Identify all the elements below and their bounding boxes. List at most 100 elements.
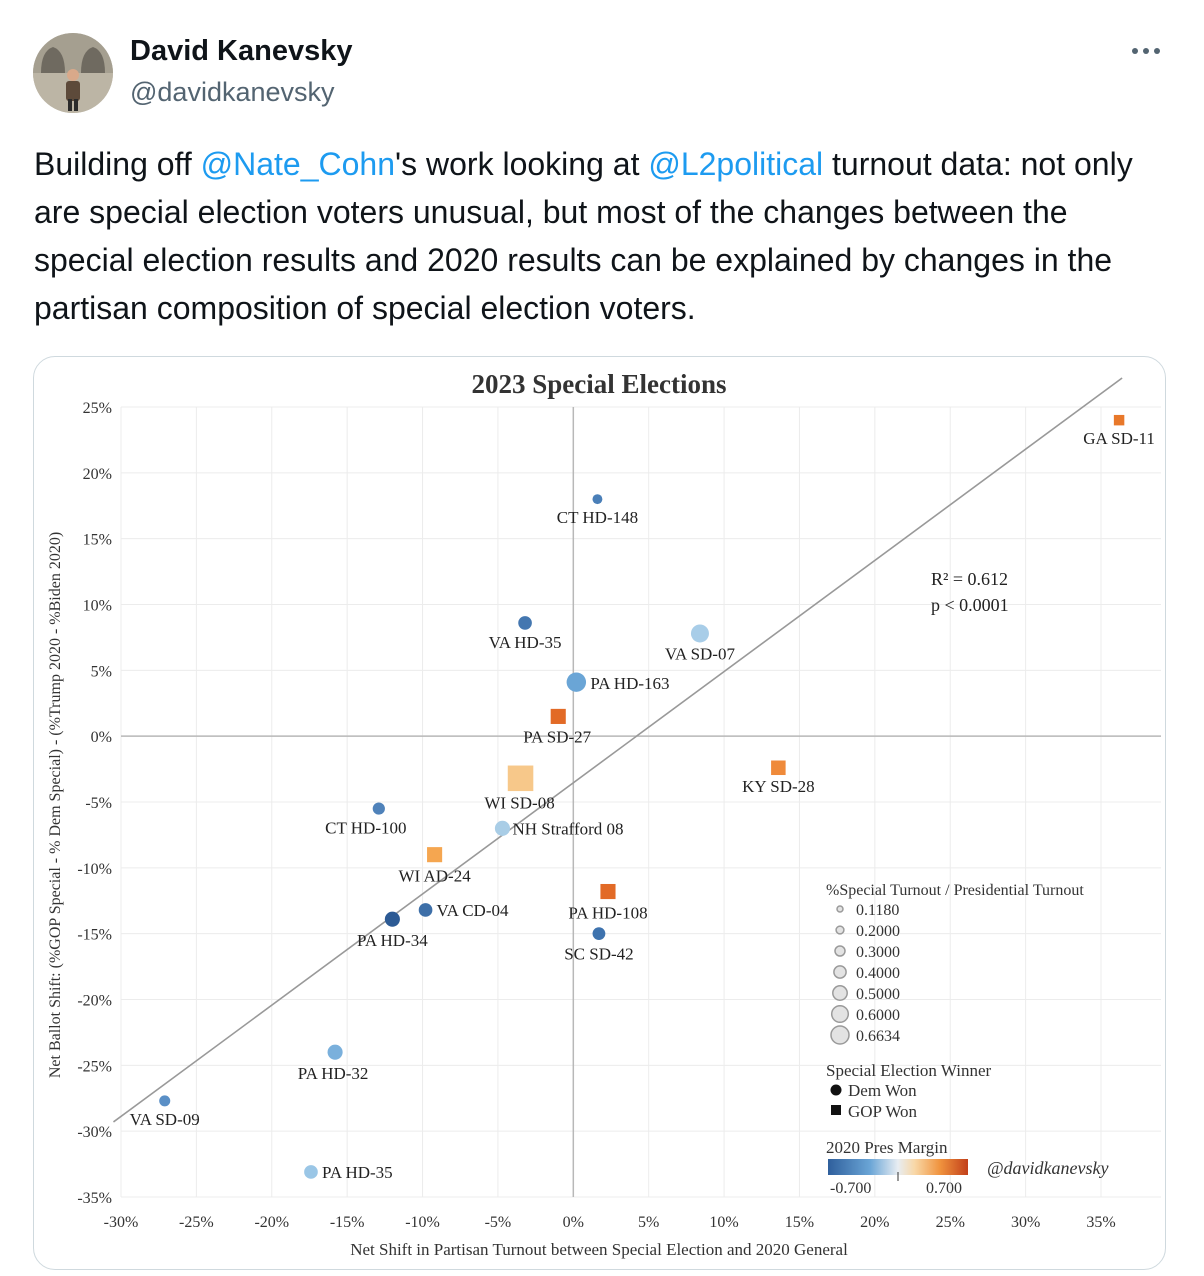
p-value-label: p < 0.0001 <box>931 595 1009 615</box>
data-point-gop <box>771 760 786 776</box>
legend-winner-title: Special Election Winner <box>826 1061 992 1080</box>
data-point-label: PA SD-27 <box>523 727 591 746</box>
data-point-label: SC SD-42 <box>564 945 633 964</box>
y-tick-label: -15% <box>77 927 112 944</box>
data-point-label: VA CD-04 <box>437 901 509 920</box>
y-tick-label: 10% <box>83 598 112 615</box>
mention-nate-cohn[interactable]: @Nate_Cohn <box>200 146 396 182</box>
legend-size-marker <box>835 925 845 935</box>
y-tick-label: 0% <box>91 729 112 746</box>
data-point-dem <box>592 494 603 505</box>
tweet-text-part: turnout data: not only are special elect… <box>34 146 1133 326</box>
more-horizontal-icon <box>1132 48 1160 54</box>
data-point-dem <box>566 672 587 692</box>
data-point-gop <box>1113 414 1125 426</box>
data-point-label: PA HD-108 <box>568 904 647 923</box>
y-tick-label: 5% <box>91 663 112 680</box>
data-point-label: KY SD-28 <box>742 777 815 796</box>
avatar-photo <box>33 33 113 113</box>
legend-size-label: 0.5000 <box>856 986 900 1003</box>
data-point-label: GA SD-11 <box>1083 429 1155 448</box>
x-tick-label: 5% <box>638 1214 659 1231</box>
x-tick-label: 15% <box>785 1214 814 1231</box>
data-point-dem <box>159 1095 171 1107</box>
data-point-dem <box>304 1165 318 1179</box>
data-point-label: PA HD-163 <box>590 674 669 693</box>
legend-size-marker <box>830 1004 850 1024</box>
y-tick-label: -20% <box>77 993 112 1010</box>
data-point-dem <box>494 820 510 836</box>
legend-size-label: 0.3000 <box>856 944 900 961</box>
x-tick-label: -10% <box>405 1214 440 1231</box>
tweet-media-chart[interactable]: 2023 Special Elections -30% -25% -20% -15% -1… <box>33 356 1166 1270</box>
x-tick-label: 10% <box>709 1214 738 1231</box>
x-tick-label: 0% <box>563 1214 584 1231</box>
x-tick-label: -5% <box>485 1214 512 1231</box>
y-axis-label: Net Ballot Shift: (%GOP Special - % Dem … <box>47 532 64 1078</box>
data-point-dem <box>690 624 709 643</box>
data-point-label: VA HD-35 <box>489 633 562 652</box>
legend-dem-label: Dem Won <box>848 1081 917 1100</box>
y-tick-label: -30% <box>77 1124 112 1141</box>
data-point-label: CT HD-148 <box>557 508 638 527</box>
legend-size-label: 0.4000 <box>856 965 900 982</box>
legend-size-label: 0.6634 <box>856 1028 900 1045</box>
data-point-label: VA SD-07 <box>665 644 736 663</box>
chart-watermark: @davidkanevsky <box>987 1158 1109 1178</box>
data-point-dem <box>372 802 385 815</box>
data-point-label: NH Strafford 08 <box>512 819 623 838</box>
data-point-dem <box>384 911 400 927</box>
data-point-gop <box>600 883 616 900</box>
x-tick-label: -30% <box>104 1214 139 1231</box>
author-avatar[interactable] <box>33 33 113 113</box>
data-point-dem <box>418 903 433 917</box>
legend-dem-marker <box>830 1084 842 1096</box>
x-tick-label: -15% <box>330 1214 365 1231</box>
x-tick-label: 30% <box>1011 1214 1040 1231</box>
data-point-gop <box>550 708 566 724</box>
regression-line <box>112 377 1123 1123</box>
x-tick-label: -25% <box>179 1214 214 1231</box>
data-point-gop <box>427 847 443 863</box>
data-point-label: PA HD-32 <box>298 1064 369 1083</box>
y-tick-label: 20% <box>83 466 112 483</box>
y-tick-label: -35% <box>77 1190 112 1207</box>
r-squared-label: R² = 0.612 <box>931 569 1008 589</box>
data-point-label: WI SD-08 <box>484 793 554 812</box>
chart-title: 2023 Special Elections <box>472 369 727 399</box>
x-tick-label: -20% <box>254 1214 289 1231</box>
legend-size-marker <box>832 985 848 1001</box>
x-tick-label: 35% <box>1086 1214 1115 1231</box>
legend-size-marker <box>836 905 844 913</box>
data-point-label: CT HD-100 <box>325 819 406 838</box>
y-tick-label: 25% <box>83 400 112 417</box>
legend-margin-max: 0.700 <box>926 1180 962 1197</box>
data-point-label: WI AD-24 <box>398 867 471 886</box>
data-point-dem <box>518 616 532 630</box>
scatter-chart: 2023 Special Elections -30% -25% -20% -15% -1… <box>47 369 1161 1259</box>
author-handle[interactable]: @davidkanevsky <box>130 77 335 107</box>
mention-l2political[interactable]: @L2political <box>648 146 824 182</box>
legend-size-label: 0.6000 <box>856 1007 900 1024</box>
legend-gop-marker <box>831 1105 841 1115</box>
y-tick-label: -25% <box>77 1058 112 1075</box>
legend-size-title: %Special Turnout / Presidential Turnout <box>826 882 1084 899</box>
legend-gop-label: GOP Won <box>848 1102 918 1121</box>
more-options-button[interactable] <box>1126 34 1166 70</box>
legend-size-marker <box>833 965 847 979</box>
y-tick-label: 15% <box>83 532 112 549</box>
legend-size-marker <box>834 945 846 957</box>
legend-margin-colorbar <box>828 1159 968 1175</box>
author-display-name[interactable]: David Kanevsky <box>130 35 353 67</box>
legend-size-label: 0.1180 <box>856 902 899 919</box>
x-tick-label: 25% <box>936 1214 965 1231</box>
legend-margin-title: 2020 Pres Margin <box>826 1138 948 1157</box>
data-point-label: PA HD-35 <box>322 1163 393 1182</box>
data-point-label: VA SD-09 <box>130 1110 200 1129</box>
legend-size-marker <box>830 1025 850 1045</box>
y-tick-label: -10% <box>77 861 112 878</box>
tweet-text: Building off @Nate_Cohn's work looking a… <box>34 140 1174 332</box>
data-point-dem <box>592 927 606 941</box>
x-tick-label: 20% <box>860 1214 889 1231</box>
tweet-text-part: Building off <box>34 146 201 182</box>
